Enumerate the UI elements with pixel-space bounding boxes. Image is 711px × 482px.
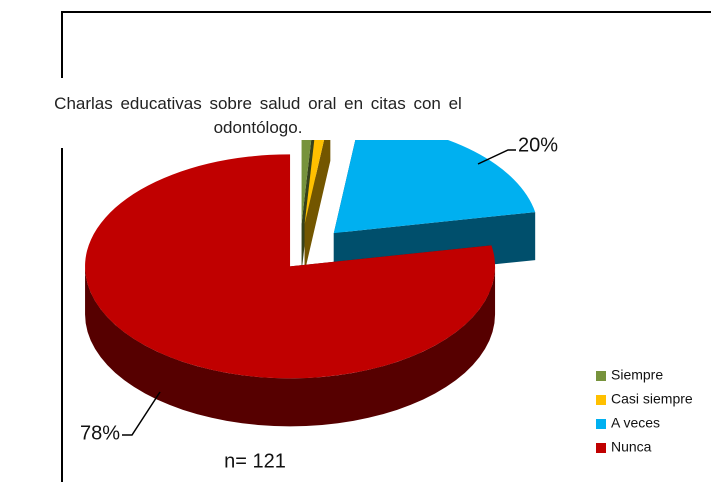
- legend-swatch: [596, 443, 606, 453]
- legend-label: A veces: [611, 415, 660, 431]
- slice: [304, 112, 331, 272]
- leader-line: [122, 391, 161, 436]
- legend-label: Casi siempre: [611, 391, 693, 407]
- frame: [61, 11, 711, 78]
- slice-top: [304, 112, 331, 224]
- pie: [85, 111, 536, 427]
- data-label: 78%: [80, 422, 120, 444]
- slice-side: [304, 112, 331, 272]
- legend-label: Nunca: [611, 439, 652, 455]
- slice-top: [85, 154, 496, 379]
- legend-swatch: [596, 371, 606, 381]
- chart-title: Charlas educativas sobre salud oral en c…: [8, 92, 508, 140]
- slice-wall: [85, 266, 496, 427]
- slice-top: [333, 121, 536, 234]
- slice: [85, 154, 496, 427]
- legend-label: Siempre: [611, 367, 663, 383]
- data-label: 20%: [518, 134, 558, 156]
- legend-swatch: [596, 419, 606, 429]
- legend-swatch: [596, 395, 606, 405]
- leader-line: [477, 149, 516, 165]
- annotation: n= 121: [224, 450, 286, 472]
